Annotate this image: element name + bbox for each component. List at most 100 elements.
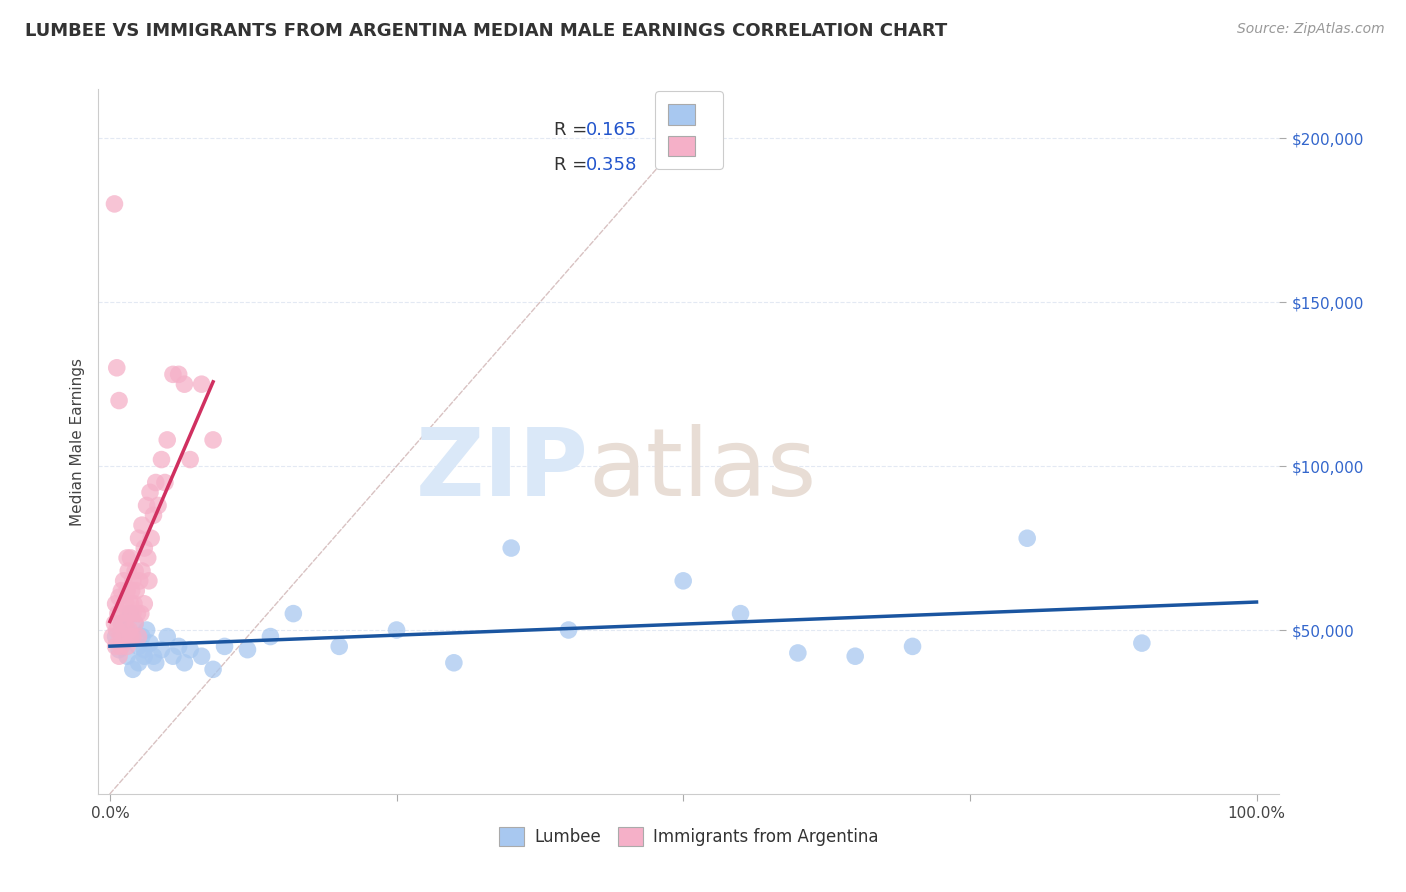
- Point: [103, 197, 125, 211]
- Point: [104, 630, 127, 644]
- Point: [786, 646, 808, 660]
- Point: [120, 607, 142, 621]
- Point: [142, 649, 165, 664]
- Text: 63: 63: [689, 156, 711, 174]
- Point: [127, 607, 149, 621]
- Point: [118, 623, 141, 637]
- Text: atlas: atlas: [589, 424, 817, 516]
- Point: [105, 360, 128, 375]
- Point: [108, 642, 131, 657]
- Point: [121, 583, 143, 598]
- Point: [121, 630, 143, 644]
- Point: [141, 531, 163, 545]
- Point: [128, 630, 150, 644]
- Point: [156, 433, 179, 447]
- Text: Source: ZipAtlas.com: Source: ZipAtlas.com: [1237, 22, 1385, 37]
- Point: [101, 630, 124, 644]
- Point: [104, 640, 127, 654]
- Point: [110, 640, 132, 654]
- Point: [179, 642, 201, 657]
- Point: [115, 597, 138, 611]
- Point: [1017, 531, 1039, 545]
- Point: [121, 607, 143, 621]
- Point: [122, 597, 145, 611]
- Point: [124, 616, 146, 631]
- Point: [108, 649, 131, 664]
- Point: [115, 649, 138, 664]
- Point: [179, 452, 201, 467]
- Point: [121, 630, 143, 644]
- Text: 0.165: 0.165: [586, 121, 637, 139]
- Point: [167, 368, 190, 382]
- Point: [1130, 636, 1153, 650]
- Point: [162, 649, 184, 664]
- Point: [131, 630, 153, 644]
- Point: [150, 452, 173, 467]
- Text: 43: 43: [689, 121, 711, 139]
- Point: [202, 433, 225, 447]
- Point: [124, 564, 146, 578]
- Point: [142, 508, 165, 523]
- Point: [139, 485, 162, 500]
- Point: [173, 377, 195, 392]
- Point: [105, 623, 128, 637]
- Point: [111, 607, 134, 621]
- Point: [117, 564, 139, 578]
- Point: [120, 597, 142, 611]
- Point: [128, 656, 150, 670]
- Text: N =: N =: [648, 121, 699, 139]
- Y-axis label: Median Male Earnings: Median Male Earnings: [69, 358, 84, 525]
- Point: [129, 607, 152, 621]
- Point: [443, 656, 465, 670]
- Point: [202, 662, 225, 676]
- Point: [115, 623, 138, 637]
- Point: [134, 541, 156, 555]
- Point: [145, 475, 167, 490]
- Point: [117, 607, 139, 621]
- Point: [236, 642, 259, 657]
- Point: [114, 616, 136, 631]
- Point: [135, 499, 157, 513]
- Point: [108, 591, 131, 605]
- Point: [110, 583, 132, 598]
- Point: [150, 642, 173, 657]
- Point: [108, 630, 131, 644]
- Point: [328, 640, 350, 654]
- Legend: Lumbee, Immigrants from Argentina: Lumbee, Immigrants from Argentina: [494, 820, 884, 853]
- Point: [190, 377, 212, 392]
- Text: R =: R =: [554, 156, 593, 174]
- Point: [124, 616, 146, 631]
- Point: [672, 574, 695, 588]
- Point: [121, 662, 143, 676]
- Point: [501, 541, 523, 555]
- Point: [557, 623, 579, 637]
- Point: [138, 574, 160, 588]
- Point: [134, 642, 156, 657]
- Point: [112, 574, 135, 588]
- Point: [120, 550, 142, 565]
- Point: [128, 640, 150, 654]
- Point: [146, 499, 169, 513]
- Point: [214, 640, 236, 654]
- Point: [112, 630, 135, 644]
- Point: [121, 574, 143, 588]
- Point: [131, 518, 153, 533]
- Point: [110, 616, 132, 631]
- Point: [259, 630, 281, 644]
- Point: [128, 531, 150, 545]
- Point: [128, 574, 150, 588]
- Text: N =: N =: [648, 156, 699, 174]
- Point: [125, 583, 148, 598]
- Point: [107, 607, 129, 621]
- Point: [190, 649, 212, 664]
- Point: [112, 636, 135, 650]
- Point: [115, 583, 138, 598]
- Text: 0.358: 0.358: [586, 156, 637, 174]
- Point: [283, 607, 305, 621]
- Point: [110, 616, 132, 631]
- Point: [156, 630, 179, 644]
- Text: R =: R =: [554, 121, 593, 139]
- Point: [145, 656, 167, 670]
- Point: [120, 630, 142, 644]
- Point: [730, 607, 752, 621]
